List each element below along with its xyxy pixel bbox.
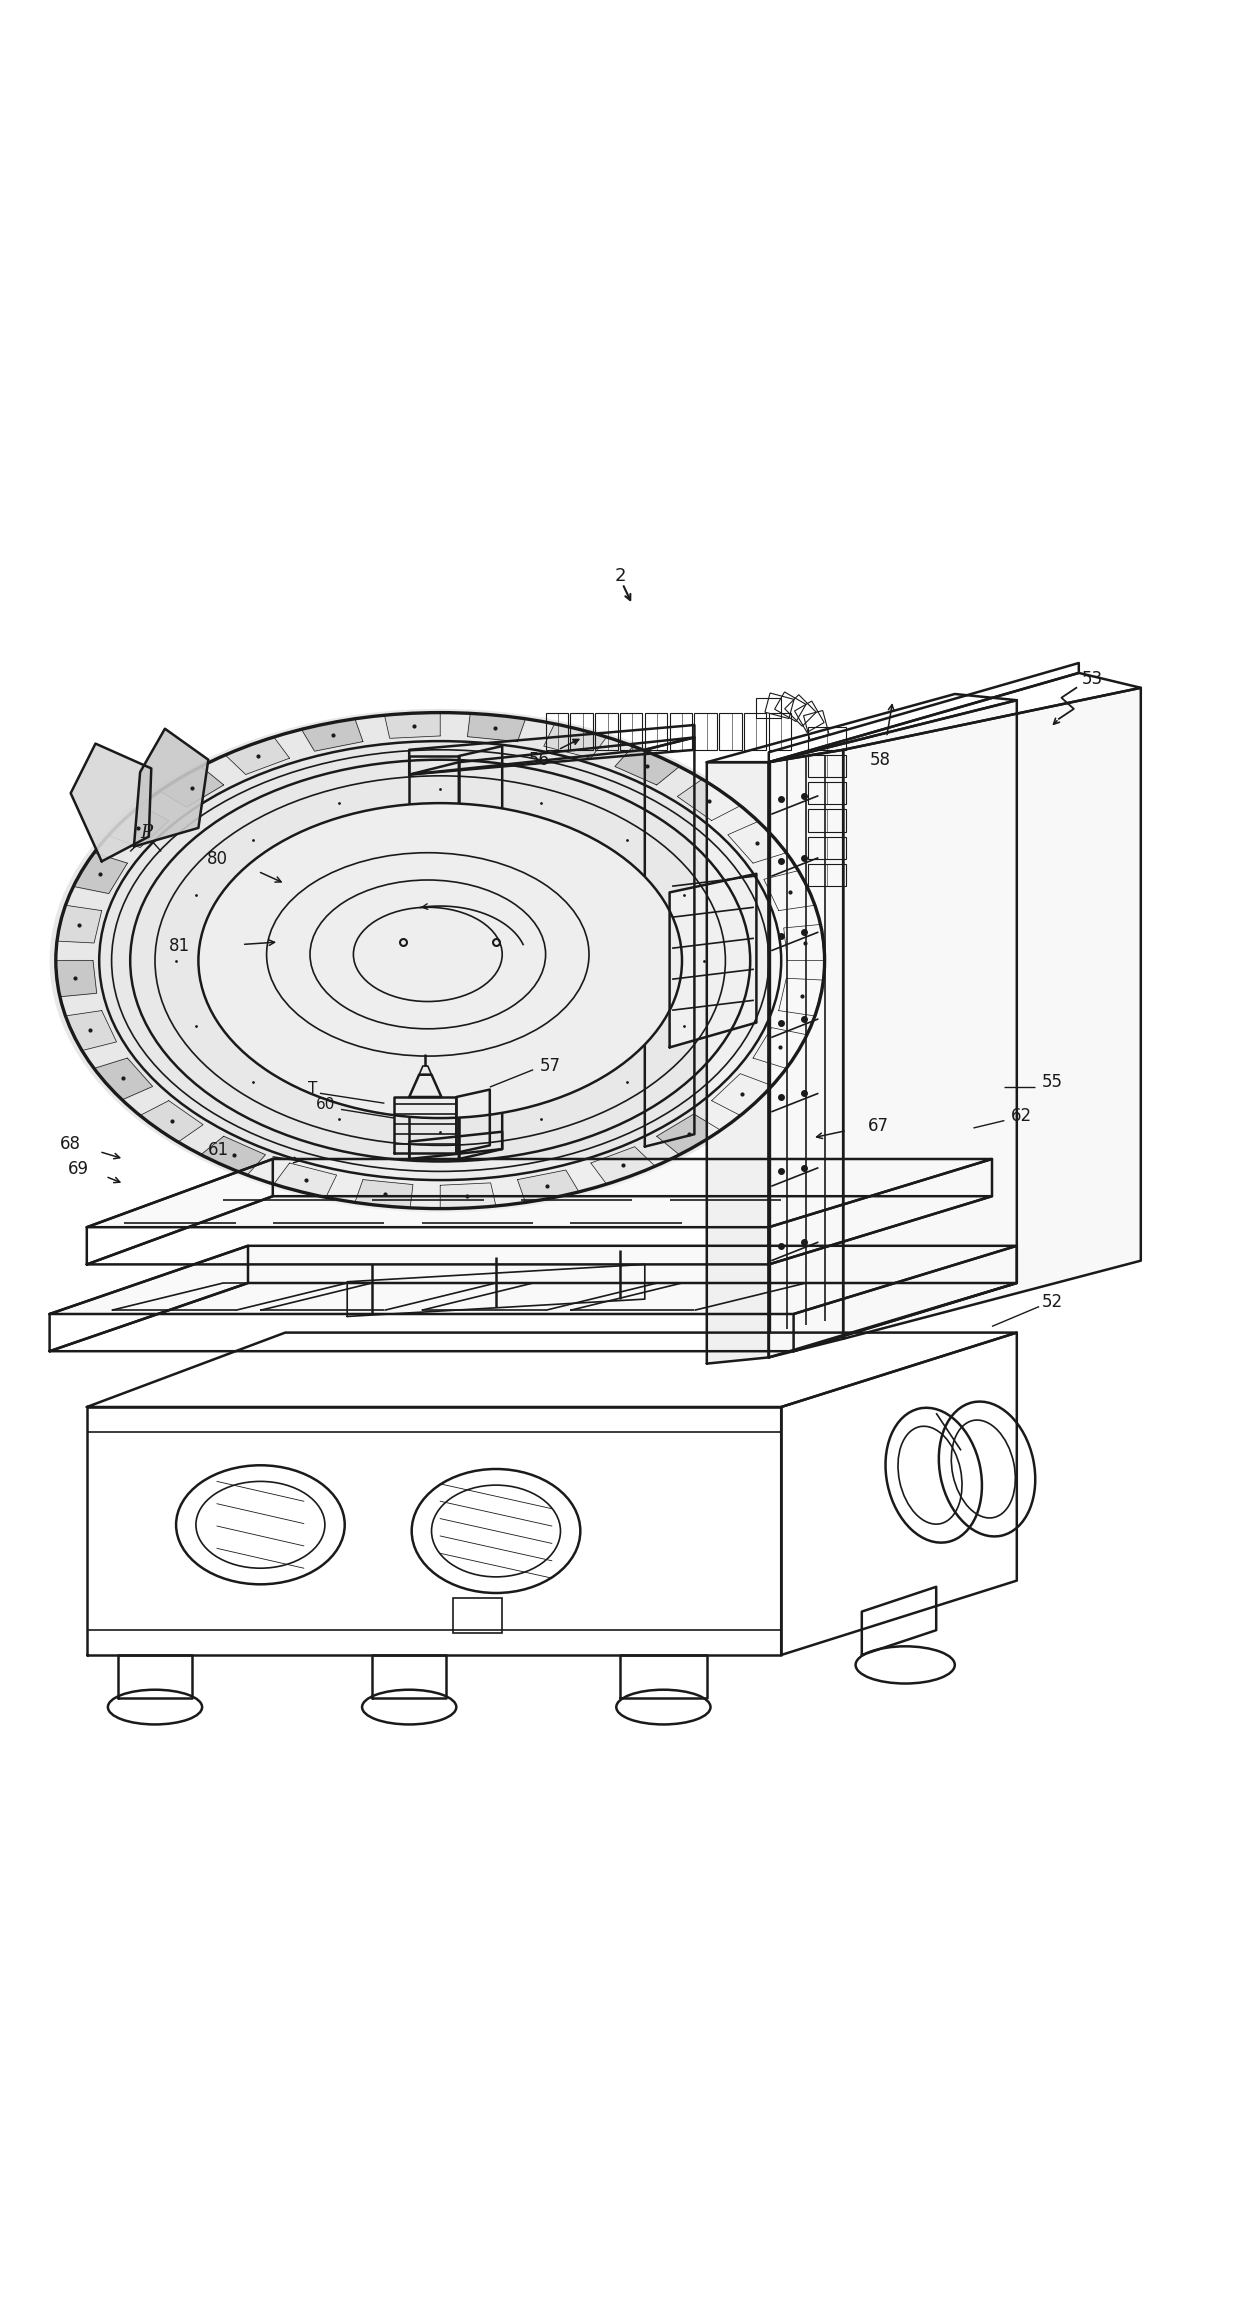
Bar: [719, 712, 742, 749]
Polygon shape: [707, 763, 769, 1363]
Polygon shape: [108, 807, 169, 848]
Polygon shape: [440, 1182, 496, 1210]
Bar: [694, 712, 717, 749]
Polygon shape: [273, 1164, 336, 1198]
Polygon shape: [769, 700, 1017, 1358]
Polygon shape: [544, 723, 608, 758]
Polygon shape: [657, 1115, 720, 1154]
Polygon shape: [87, 1159, 992, 1226]
Polygon shape: [764, 872, 815, 911]
Bar: [808, 865, 846, 885]
Ellipse shape: [50, 709, 831, 1212]
Polygon shape: [355, 1180, 413, 1208]
Polygon shape: [784, 925, 825, 960]
Polygon shape: [728, 821, 786, 862]
Polygon shape: [57, 906, 102, 943]
Polygon shape: [670, 874, 756, 1048]
Text: 69: 69: [68, 1159, 89, 1178]
Text: 55: 55: [1042, 1073, 1063, 1092]
Bar: [769, 712, 791, 749]
Polygon shape: [201, 1136, 265, 1175]
Bar: [570, 712, 593, 749]
Text: 58: 58: [870, 751, 890, 770]
Bar: [620, 712, 642, 749]
Bar: [744, 712, 766, 749]
Bar: [808, 809, 846, 832]
Text: 81: 81: [169, 936, 191, 955]
Polygon shape: [712, 1073, 773, 1115]
Bar: [785, 695, 816, 726]
Polygon shape: [56, 960, 97, 997]
Text: 53: 53: [1081, 670, 1102, 688]
Polygon shape: [301, 719, 363, 751]
Text: 80: 80: [207, 851, 227, 867]
Polygon shape: [615, 746, 680, 786]
Text: 52: 52: [1042, 1293, 1063, 1310]
Text: 2: 2: [614, 568, 626, 584]
Bar: [546, 712, 568, 749]
Bar: [595, 712, 618, 749]
Text: 60: 60: [315, 1096, 335, 1113]
Bar: [645, 712, 667, 749]
Text: 56: 56: [529, 751, 549, 770]
Polygon shape: [384, 712, 440, 739]
Bar: [808, 728, 846, 749]
Bar: [804, 712, 830, 739]
Polygon shape: [160, 767, 223, 807]
Bar: [670, 712, 692, 749]
Bar: [765, 693, 794, 719]
Polygon shape: [224, 737, 290, 774]
Polygon shape: [677, 779, 740, 821]
Polygon shape: [467, 712, 526, 742]
Bar: [808, 837, 846, 860]
Text: 68: 68: [60, 1136, 81, 1152]
Polygon shape: [590, 1147, 656, 1184]
Text: 62: 62: [1011, 1106, 1032, 1124]
Text: 57: 57: [539, 1057, 560, 1076]
Polygon shape: [50, 1245, 1017, 1314]
Ellipse shape: [198, 802, 682, 1117]
Text: 67: 67: [868, 1117, 889, 1134]
Polygon shape: [71, 744, 151, 862]
Polygon shape: [94, 1057, 153, 1101]
Polygon shape: [779, 978, 823, 1015]
Polygon shape: [66, 1011, 117, 1050]
Bar: [775, 693, 806, 721]
Text: P: P: [140, 823, 153, 841]
Text: 61: 61: [208, 1140, 229, 1159]
Text: T: T: [308, 1080, 317, 1096]
Bar: [756, 698, 781, 719]
Polygon shape: [517, 1171, 579, 1203]
Polygon shape: [73, 853, 128, 892]
Bar: [795, 700, 825, 732]
Bar: [453, 1597, 502, 1632]
Polygon shape: [134, 728, 208, 846]
Polygon shape: [753, 1027, 807, 1069]
Bar: [808, 756, 846, 777]
Polygon shape: [843, 688, 1141, 1340]
Polygon shape: [140, 1101, 203, 1143]
Bar: [808, 781, 846, 804]
